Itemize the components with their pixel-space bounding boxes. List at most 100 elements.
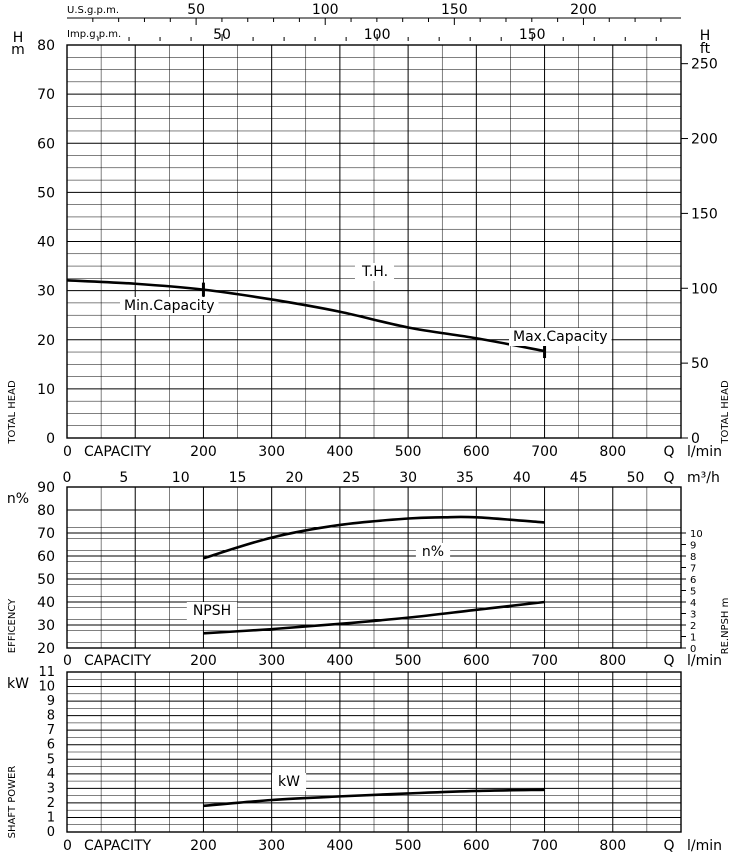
power-x-tick-label: 400 — [327, 838, 354, 854]
power-x-unit: l/min — [687, 838, 722, 854]
power-x-tick-label: 700 — [531, 838, 558, 854]
total-head-curve — [66, 279, 545, 353]
efficiency-x-tick-label: 700 — [531, 653, 558, 669]
power-tick-label: 10 — [38, 680, 55, 695]
efficiency-x-tick-label: 200 — [190, 653, 217, 669]
npsh-series-label-background — [186, 602, 238, 620]
max-capacity-label: Max.Capacity — [513, 329, 608, 345]
us-gpm-tick-label: 100 — [312, 2, 339, 18]
power-vertical-label: SHAFT POWER — [7, 766, 18, 839]
m3h-tick-label: 25 — [342, 470, 360, 486]
head-m-axis-title: H — [13, 30, 24, 46]
m3h-tick-label: 15 — [229, 470, 247, 486]
power-x-tick-label: 800 — [599, 838, 626, 854]
power-tick-label: 11 — [38, 665, 55, 680]
m3h-tick-label: 35 — [456, 470, 474, 486]
efficiency-x-tick-label: 500 — [395, 653, 422, 669]
m3h-tick-label: 50 — [627, 470, 645, 486]
head-x-unit: l/min — [687, 444, 722, 460]
efficiency-x-tick-label: 800 — [599, 653, 626, 669]
efficiency-x-axis-title: CAPACITY — [84, 653, 152, 669]
m3h-tick-label: 0 — [63, 470, 72, 486]
m3h-tick-label: 10 — [172, 470, 190, 486]
head-ft-tick-label: 250 — [691, 57, 718, 73]
power-x-tick-label: 600 — [463, 838, 490, 854]
efficiency-curve — [203, 515, 545, 560]
power-tick-label: 1 — [47, 810, 55, 825]
total-head-series-label-background — [354, 263, 395, 281]
power-tick-label: 3 — [47, 781, 55, 796]
power-x-tick-label: 0 — [63, 838, 72, 854]
head-m-tick-label: 80 — [37, 38, 55, 54]
head-x-tick-label: 600 — [463, 444, 490, 460]
power-tick-label: 5 — [47, 752, 55, 767]
power-axis-title: kW — [7, 676, 29, 692]
us-gpm-tick-label: 200 — [570, 2, 597, 18]
power-x-axis-title: CAPACITY — [84, 838, 152, 854]
npsh-tick-label: 10 — [690, 529, 703, 540]
head-m-tick-label: 40 — [37, 235, 55, 251]
efficiency-tick-label: 40 — [37, 595, 55, 611]
head-ft-tick-label: 50 — [691, 356, 709, 372]
npsh-tick-label: 8 — [690, 552, 696, 563]
imp-gpm-label: Imp.g.p.m. — [67, 29, 121, 40]
npsh-curve — [203, 600, 545, 635]
total-head-vertical-label-left: TOTAL HEAD — [7, 380, 18, 445]
npsh-series-label: NPSH — [193, 603, 231, 619]
m3h-tick-label: 5 — [119, 470, 128, 486]
power-x-tick-label: 500 — [395, 838, 422, 854]
head-m-tick-label: 70 — [37, 87, 55, 103]
power-frame — [66, 671, 682, 833]
npsh-vertical-label: RE.NPSH m — [720, 598, 731, 655]
shaft-power-curve — [203, 788, 545, 808]
shaft-power-series-label-background — [272, 773, 307, 791]
npsh-tick-label: 3 — [690, 610, 696, 621]
efficiency-tick-label: 70 — [37, 526, 55, 542]
power-x-q-label: Q — [663, 838, 674, 854]
efficiency-series-label: n% — [422, 544, 444, 560]
efficiency-x-tick-label: 300 — [258, 653, 285, 669]
efficiency-x-tick-label: 400 — [327, 653, 354, 669]
imp-gpm-tick-label: 50 — [213, 27, 231, 43]
npsh-tick-label: 4 — [690, 598, 696, 609]
power-tick-label: 9 — [47, 694, 55, 709]
head-m-unit: m — [11, 42, 25, 58]
head-ft-axis-title: H — [700, 28, 711, 44]
power-tick-label: 6 — [47, 738, 55, 753]
m3h-tick-label: 40 — [513, 470, 531, 486]
npsh-tick-label: 2 — [690, 621, 696, 632]
head-m-tick-label: 50 — [37, 185, 55, 201]
total-head-series-label: T.H. — [361, 264, 388, 280]
head-x-tick-label: 200 — [190, 444, 217, 460]
head-x-tick-label: 500 — [395, 444, 422, 460]
efficiency-series-label-background — [415, 543, 451, 561]
us-gpm-tick-label: 50 — [187, 2, 205, 18]
power-x-tick-label: 200 — [190, 838, 217, 854]
efficiency-tick-label: 30 — [37, 618, 55, 634]
m3h-unit: m³/h — [687, 470, 720, 486]
shaft-power-series-label: kW — [278, 774, 300, 790]
head-m-tick-label: 10 — [37, 382, 55, 398]
power-tick-label: 0 — [47, 825, 55, 840]
efficiency-x-tick-label: 600 — [463, 653, 490, 669]
npsh-tick-label: 9 — [690, 541, 696, 552]
head-x-axis-title: CAPACITY — [84, 444, 152, 460]
efficiency-axis-title: n% — [7, 491, 29, 507]
total-head-vertical-label-right: TOTAL HEAD — [720, 380, 731, 445]
head-x-tick-label: 700 — [531, 444, 558, 460]
us-gpm-label: U.S.g.p.m. — [67, 5, 119, 16]
npsh-tick-label: 7 — [690, 564, 696, 575]
imp-gpm-tick-label: 150 — [519, 27, 546, 43]
head-x-tick-label: 800 — [599, 444, 626, 460]
efficiency-tick-label: 90 — [37, 480, 55, 496]
m3h-q-label: Q — [663, 470, 674, 486]
grid-layer — [66, 17, 688, 833]
efficiency-tick-label: 60 — [37, 549, 55, 565]
head-x-tick-label: 0 — [63, 444, 72, 460]
head-x-tick-label: 300 — [258, 444, 285, 460]
head-frame — [66, 44, 682, 439]
efficiency-x-unit: l/min — [687, 653, 722, 669]
efficiency-x-q-label: Q — [663, 653, 674, 669]
